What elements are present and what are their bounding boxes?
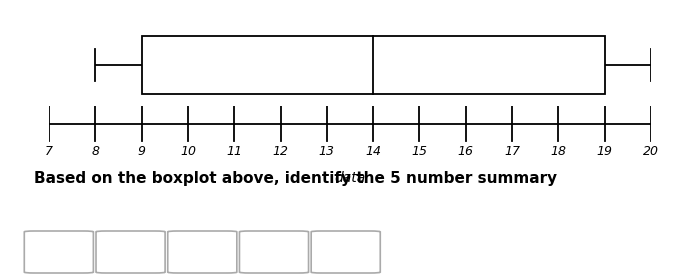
Text: 7: 7 <box>45 145 53 158</box>
Text: 9: 9 <box>138 145 146 158</box>
Text: data: data <box>335 171 365 185</box>
Text: 10: 10 <box>180 145 196 158</box>
Text: 15: 15 <box>412 145 428 158</box>
Text: 19: 19 <box>596 145 612 158</box>
Text: 16: 16 <box>458 145 474 158</box>
Text: 18: 18 <box>550 145 566 158</box>
Bar <box>141 36 605 94</box>
Text: 8: 8 <box>91 145 99 158</box>
FancyBboxPatch shape <box>25 231 93 273</box>
FancyBboxPatch shape <box>96 231 165 273</box>
Text: 20: 20 <box>643 145 659 158</box>
Text: ,: , <box>230 275 236 280</box>
FancyBboxPatch shape <box>312 231 380 273</box>
Text: ,: , <box>302 275 307 280</box>
Text: ,: , <box>158 275 164 280</box>
Text: Based on the boxplot above, identify the 5 number summary: Based on the boxplot above, identify the… <box>34 171 557 186</box>
Text: 17: 17 <box>504 145 520 158</box>
FancyBboxPatch shape <box>239 231 309 273</box>
FancyBboxPatch shape <box>168 231 237 273</box>
Text: 12: 12 <box>272 145 288 158</box>
Text: ,: , <box>87 275 92 280</box>
Text: 14: 14 <box>365 145 382 158</box>
Text: 13: 13 <box>318 145 335 158</box>
Text: 11: 11 <box>226 145 242 158</box>
